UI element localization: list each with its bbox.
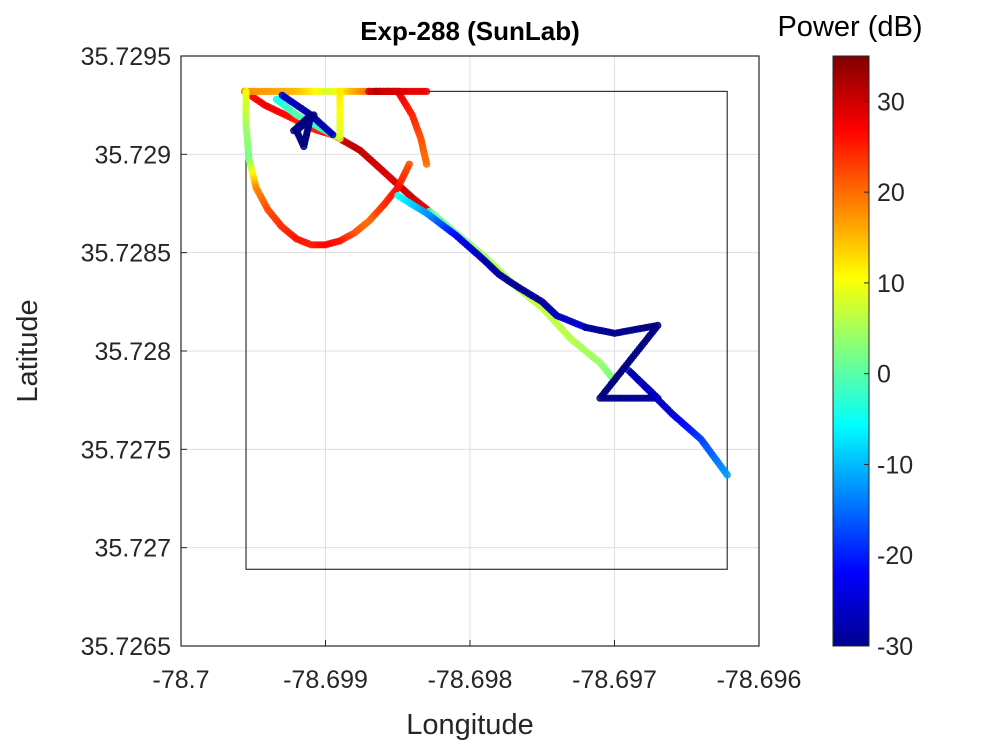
x-tick-label: -78.697 — [572, 666, 657, 694]
track-point — [723, 471, 731, 479]
measurement-area-rect — [245, 90, 728, 570]
colorbar-ticks: -30 -20 -10 0 10 20 30 — [864, 88, 913, 661]
x-axis-label: Longitude — [406, 709, 533, 741]
colorbar-tick-label: 0 — [877, 361, 891, 389]
y-axis-ticks: 35.7265 35.727 35.7275 35.728 35.7285 35.729 3… — [81, 43, 187, 661]
track-point — [423, 160, 431, 168]
track-point — [405, 160, 413, 168]
y-tick-label: 35.728 — [95, 338, 171, 366]
y-tick-label: 35.7265 — [81, 633, 171, 661]
x-tick-label: -78.698 — [428, 666, 513, 694]
y-tick-label: 35.7285 — [81, 240, 171, 268]
track-point — [310, 111, 318, 119]
x-tick-label: -78.696 — [717, 666, 802, 694]
colorbar-title: Power (dB) — [777, 11, 922, 43]
colorbar-tick-label: -10 — [877, 451, 913, 479]
x-tick-label: -78.699 — [283, 666, 368, 694]
x-axis-ticks: -78.7 -78.699 -78.698 -78.697 -78.696 — [153, 640, 802, 694]
y-tick-label: 35.727 — [95, 535, 171, 563]
chart-title: Exp-288 (SunLab) — [360, 16, 580, 46]
track-point — [336, 87, 344, 95]
x-tick-label: -78.7 — [153, 666, 210, 694]
boundary-box — [245, 90, 728, 570]
y-tick-label: 35.729 — [95, 141, 171, 169]
y-tick-label: 35.7295 — [81, 43, 171, 71]
colorbar-tick-label: 30 — [877, 88, 905, 116]
grid-lines — [180, 55, 760, 647]
colorbar-tick-label: 10 — [877, 270, 905, 298]
y-tick-label: 35.7275 — [81, 436, 171, 464]
colorbar-tick-label: -30 — [877, 633, 913, 661]
track-point — [329, 131, 337, 139]
track-point — [423, 87, 431, 95]
colorbar — [832, 55, 870, 647]
colorbar-tick-label: 20 — [877, 179, 905, 207]
track-points — [241, 87, 731, 479]
colorbar-tick-label: -20 — [877, 542, 913, 570]
y-axis-label: Latitude — [12, 299, 44, 402]
